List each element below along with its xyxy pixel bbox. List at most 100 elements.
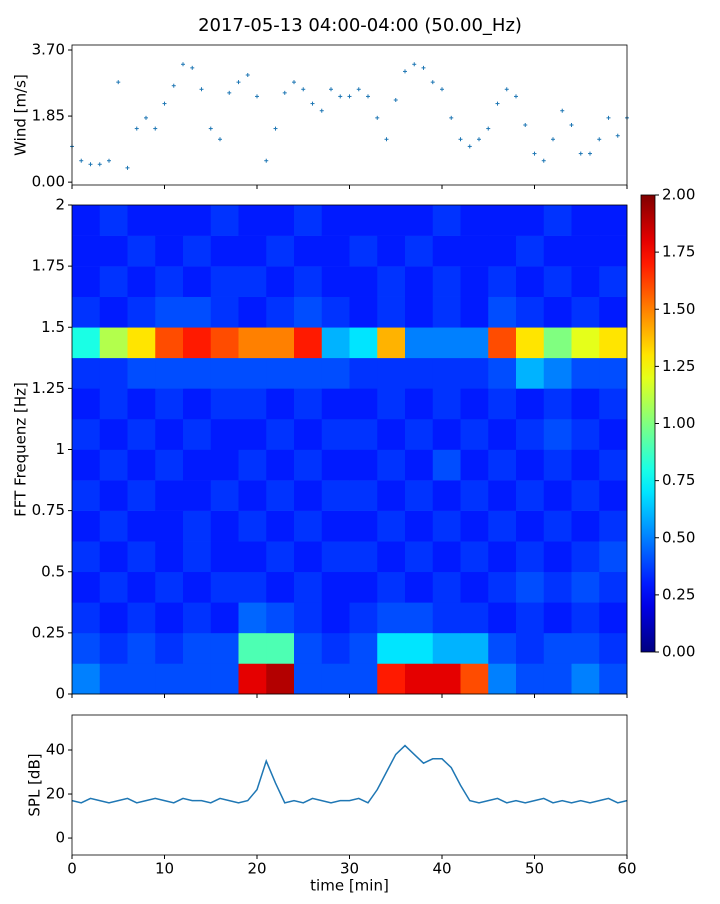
x-tick-label: 10 [155,860,174,878]
spectrogram-cell [599,632,628,664]
spectrogram-cell [543,632,572,664]
wind-point [514,94,518,99]
spectrogram-cell [488,418,517,450]
wind-point [347,94,352,99]
colorbar-tick-label: 0.25 [662,585,695,603]
wind-point [569,123,574,127]
spectrogram-cell [377,357,406,389]
spectrogram-cell [127,541,156,573]
wind-point [171,83,176,88]
spectrogram-cell [377,296,406,328]
spectrogram-cell [183,510,212,542]
spectrogram-cell [210,571,239,603]
wind-point [162,101,167,106]
spectrogram-cell [488,571,517,603]
y-axis-label: SPL [dB] [26,753,44,816]
wind-point [218,137,222,142]
y-tick-label: 40 [46,741,65,759]
spectrogram-cell [72,571,101,603]
spectrogram-cell [127,205,156,236]
colorbar-tick-label: 2.00 [662,186,695,204]
spectrogram-cell [266,449,295,481]
spectrogram-cell [294,480,323,511]
spectrogram-cell [432,602,461,634]
spectrogram-cell [72,205,101,236]
spectrogram-cell [377,418,406,450]
spectrogram-cell [210,388,239,420]
spectrogram-cell [405,449,434,481]
spectrogram-cell [599,205,628,236]
x-tick-label: 60 [617,860,636,878]
spectrogram-cell [210,235,239,267]
wind-point [486,126,491,131]
spectrogram-cell [210,510,239,542]
spectrogram-cell [321,480,350,511]
spectrogram-cell [432,266,461,297]
spectrogram-cell [294,327,323,359]
colorbar-tick-label: 0.00 [662,643,695,661]
y-tick-label: 0.00 [32,173,65,191]
spectrogram-cell [516,205,545,236]
spectrogram-cell [210,602,239,634]
spectrogram-cell [127,266,156,297]
spectrogram-cell [405,235,434,267]
spectrogram-cell [571,510,600,542]
spectrogram-cell [488,602,517,634]
spectrogram-cell [210,418,239,450]
spectrogram-cell [543,571,572,603]
spectrogram-cell [155,205,184,236]
wind-point [329,87,333,92]
spectrogram-cell [72,663,101,695]
spectrogram-cell [238,480,267,511]
spectrogram-cell [294,663,323,695]
wind-point [236,80,241,85]
wind-point [301,87,306,92]
spectrogram-cell [155,357,184,389]
spectrogram-cell [127,632,156,664]
spectrogram-cell [405,327,434,359]
wind-point [532,151,537,156]
spectrogram-cell [460,327,489,359]
spectrogram-cell [543,663,572,695]
spectrogram-cell [155,632,184,664]
spectrogram-cell [488,205,517,236]
spectrogram-cell [543,480,572,511]
spectrogram-cell [127,571,156,603]
wind-point [421,65,426,70]
spectrogram-cell [405,541,434,573]
spectrogram-cell [238,266,267,297]
spectrogram-cell [155,266,184,297]
wind-point [116,80,121,85]
spectrogram-cell [238,418,267,450]
spectrogram-cell [294,235,323,267]
wind-point [79,158,84,163]
spectrogram-cell [405,663,434,695]
spectrogram-cell [183,235,212,267]
spectrogram-cell [571,480,600,511]
wind-point [255,94,259,99]
spectrogram-cell [516,357,545,389]
colorbar-tick-label: 0.50 [662,528,695,546]
spectrogram-cell [210,663,239,695]
spectrogram-cell [571,571,600,603]
wind-point [264,158,269,163]
wind-point [449,115,454,120]
y-tick-label: 2 [55,196,65,214]
spectrogram-cell [294,296,323,328]
spectrogram-cell [488,296,517,328]
y-tick-label: 0.75 [32,501,65,519]
spectrogram-cell [210,632,239,664]
spectrogram-cell [294,510,323,542]
spectrogram-cell [543,235,572,267]
spectrogram-cell [155,602,184,634]
spectrogram-cell [599,663,628,695]
spectrogram-cell [294,602,323,634]
spectrogram-cell [349,388,378,420]
spectrogram-cell [349,510,378,542]
spectrogram-cell [543,449,572,481]
spectrogram-cell [460,388,489,420]
spectrogram-cell [72,327,101,359]
spectrogram-cell [266,632,295,664]
y-tick-label: 0 [55,829,65,847]
wind-point [384,137,389,142]
